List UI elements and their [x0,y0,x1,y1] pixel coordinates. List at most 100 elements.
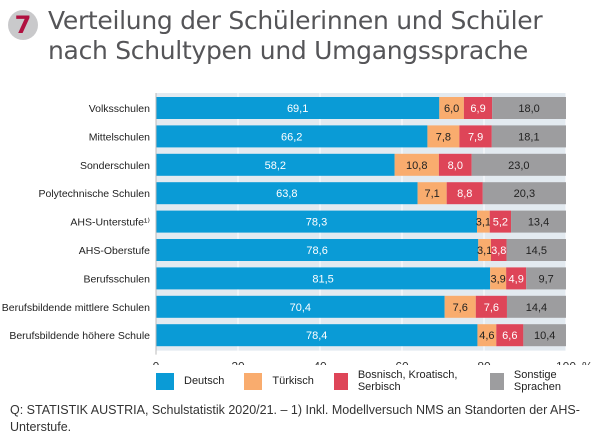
bar-segment [438,153,472,176]
data-label: 14,5 [526,245,547,257]
bar-segment [156,210,478,233]
x-tick-label: 20 [231,360,245,365]
bar-segment [394,153,439,176]
data-label: 7,9 [468,131,483,143]
bar-segment [156,125,428,148]
stacked-bar-chart: 69,1 6,0 6,9 18,0 66,2 7,8 7,9 18,1 58,2 10,8 8,0 2… [2,93,593,365]
bar-segment [490,267,507,290]
bar-segment [511,210,566,233]
bar-segment [156,97,440,119]
data-label: 23,0 [508,160,529,172]
data-label: 8,8 [457,188,472,200]
category-label: Volksschulen [89,103,150,115]
legend-swatch-bks [333,372,348,390]
data-label: 10,8 [406,160,427,172]
x-axis: 0 20 40 60 80 100% [153,93,593,365]
data-label: 70,4 [290,302,311,314]
legend-swatch-sonstige [490,372,504,390]
category-label: Berufsschulen [83,273,150,285]
x-tick-label: 80 [477,360,491,365]
data-label: 9,7 [538,273,553,285]
figure-number-badge: 7 [8,10,38,40]
legend-label: Deutsch [184,375,225,387]
data-label: 3,1 [477,245,492,257]
category-labels: Volksschulen Mittelschulen Sonderschulen Po… [2,103,151,342]
category-label: Polytechnische Schulen [39,188,151,200]
bar-segment [496,324,524,347]
legend-item-bks: Bosnisch, Kroatisch, Serbisch [333,369,470,393]
bar-segment [463,97,493,119]
bar-segment [489,210,512,233]
data-label: 63,8 [276,188,297,200]
bars: 69,1 6,0 6,9 18,0 66,2 7,8 7,9 18,1 58,2 10,8 8,0 2… [156,97,566,347]
category-label: Berufsbildende mittlere Schulen [2,302,150,314]
legend: Deutsch Türkisch Bosnisch, Kroatisch, Se… [156,369,605,393]
bar-segment [439,97,464,119]
bar-segment [477,210,490,233]
data-label: 3,8 [491,245,506,257]
x-unit-label: % [582,360,593,365]
x-tick-label: 0 [153,360,160,365]
bar-segment [427,125,460,148]
data-label: 3,9 [490,273,505,285]
bar-segment [156,182,418,205]
x-tick-label: 60 [395,360,409,365]
data-label: 78,3 [306,217,327,229]
category-label: Sonderschulen [80,160,150,172]
bar-segment [471,153,566,176]
data-label: 5,2 [493,217,508,229]
bar-segment [506,267,527,290]
data-label: 3,1 [476,217,491,229]
data-label: 7,1 [424,188,439,200]
bar-segment [444,295,476,318]
legend-item-tuerkisch: Türkisch [244,372,314,390]
data-label: 18,0 [518,103,539,115]
data-label: 7,8 [436,131,451,143]
bar-segment [156,295,445,318]
data-label: 4,9 [509,273,524,285]
data-label: 6,9 [470,103,485,115]
legend-label: Sonstige Sprachen [513,369,561,393]
data-label: 66,2 [281,131,302,143]
data-label: 6,0 [444,103,459,115]
data-label: 4,6 [479,330,494,342]
category-label: AHS-Oberstufe [79,245,150,257]
category-label: AHS-Unterstufe¹⁾ [70,217,150,229]
data-label: 7,6 [484,302,499,314]
bar-segment [482,182,566,205]
bar-segment [478,239,491,261]
data-label: 78,4 [306,330,327,342]
category-label: Mittelschulen [89,131,150,143]
chart-title: Verteilung der Schülerinnen und Schüler … [48,6,543,65]
data-label: 81,5 [312,273,333,285]
x-tick-label: 40 [313,360,327,365]
category-label: Berufsbildende höhere Schule [9,330,150,342]
data-label: 8,0 [448,160,463,172]
x-tick-label: 100 [556,360,576,365]
legend-label: Bosnisch, Kroatisch, Serbisch [357,369,458,393]
data-label: 69,1 [287,103,308,115]
data-label: 20,3 [514,188,535,200]
bar-segment [523,324,566,347]
legend-swatch-deutsch [156,372,174,390]
data-label: 18,1 [518,131,539,143]
data-label: 7,6 [453,302,468,314]
bar-segment [156,324,478,347]
bar-segment [446,182,483,205]
source-note: Q: STATISTIK AUSTRIA, Schulstatistik 202… [10,403,580,434]
bar-segment [417,182,447,205]
data-label: 6,6 [502,330,517,342]
bar-segment [492,97,566,119]
data-label: 10,4 [534,330,555,342]
bar-segment [526,267,566,290]
bar-segment [156,267,491,290]
legend-item-sonstige: Sonstige Sprachen [490,369,585,393]
data-label: 78,6 [306,245,327,257]
legend-label: Türkisch [272,375,314,387]
data-label: 13,4 [528,217,549,229]
bar-segment [477,324,497,347]
legend-item-deutsch: Deutsch [156,372,225,390]
bar-segment [459,125,492,148]
legend-swatch-tuerkisch [244,372,263,390]
data-label: 58,2 [265,160,286,172]
